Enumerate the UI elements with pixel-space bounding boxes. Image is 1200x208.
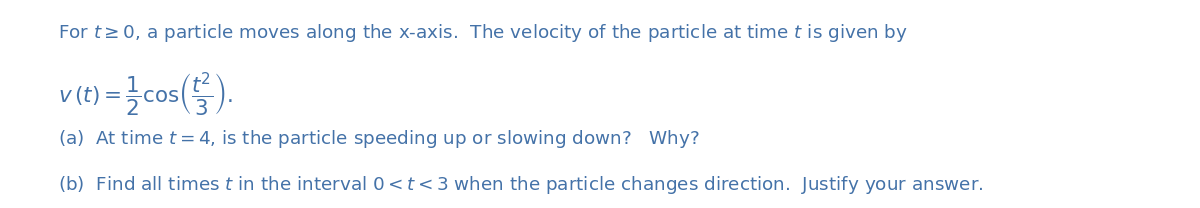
Text: $v\,(t) = \dfrac{1}{2}\mathrm{cos}\left(\dfrac{t^2}{3}\right).$: $v\,(t) = \dfrac{1}{2}\mathrm{cos}\left(… — [58, 70, 233, 118]
Text: (a)  At time $t = 4$, is the particle speeding up or slowing down?   Why?: (a) At time $t = 4$, is the particle spe… — [58, 128, 700, 150]
Text: For $t \geq 0$, a particle moves along the x-axis.  The velocity of the particle: For $t \geq 0$, a particle moves along t… — [58, 22, 907, 44]
Text: (b)  Find all times $t$ in the interval $0 < t < 3$ when the particle changes di: (b) Find all times $t$ in the interval $… — [58, 174, 983, 196]
